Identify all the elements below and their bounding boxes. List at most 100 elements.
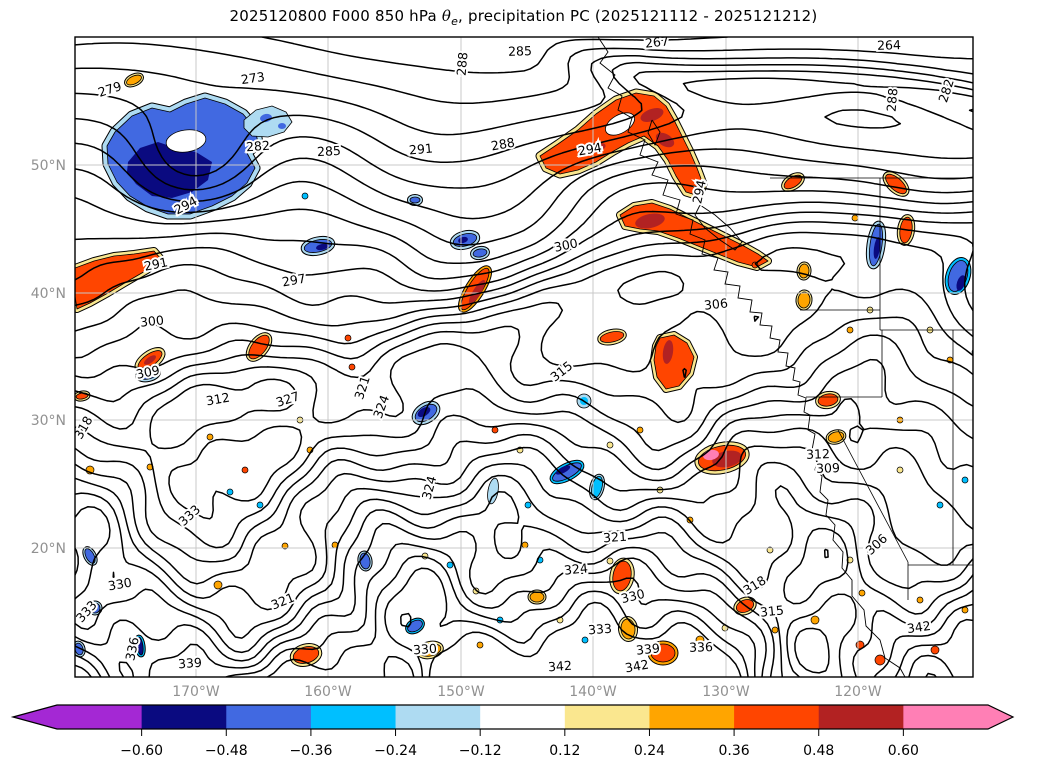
lat-tick-label: 30°N <box>31 413 66 429</box>
contour-level-309 <box>75 334 973 520</box>
shaded-patch <box>89 602 101 614</box>
shaded-dot <box>896 466 904 474</box>
lon-tick-label: 170°W <box>172 684 220 700</box>
shaded-dot <box>446 561 454 569</box>
contour-level-330 <box>75 491 973 677</box>
colorbar-segment <box>141 705 227 729</box>
contour-level-312 <box>75 358 973 549</box>
contour-label: 339 <box>635 640 660 657</box>
contour-label: 279 <box>96 78 123 100</box>
shaded-patch <box>873 237 881 259</box>
shaded-dot <box>581 636 589 644</box>
title-theta-sub: e <box>451 15 459 28</box>
contour-label: 321 <box>351 374 373 401</box>
colorbar-segment <box>649 705 735 729</box>
contour-label: 339 <box>178 655 203 672</box>
shaded-patch <box>468 279 486 305</box>
shaded-patch <box>472 248 488 258</box>
shaded-patch <box>539 92 704 197</box>
lon-tick-label: 130°W <box>702 684 750 700</box>
contour-level-273 <box>75 61 973 177</box>
contour-label: 282 <box>246 138 271 155</box>
shaded-patch <box>126 74 142 86</box>
lon-tick-label: 140°W <box>569 684 617 700</box>
contour-label: 330 <box>107 575 133 594</box>
state-border <box>837 429 909 563</box>
contour-label: 327 <box>274 388 301 410</box>
shaded-dot <box>846 326 854 334</box>
grid-lines <box>75 37 973 677</box>
shaded-patch <box>662 340 674 364</box>
colorbar-tick-label: −0.48 <box>205 743 248 759</box>
contour-level-288 <box>75 182 973 280</box>
shaded-dot <box>874 654 886 666</box>
shaded-patch <box>590 143 606 153</box>
shaded-patch <box>248 334 270 360</box>
contour-label: 312 <box>205 390 231 409</box>
shaded-patch <box>409 196 421 204</box>
contour-level-345 <box>400 601 742 677</box>
contour-level-285 <box>75 165 973 265</box>
shaded-patch <box>417 406 431 418</box>
colorbar-segment <box>226 705 312 729</box>
shaded-dot <box>213 580 223 590</box>
lon-tick-label: 150°W <box>437 684 485 700</box>
contour-label: 288 <box>883 87 900 112</box>
shaded-dot <box>524 501 532 509</box>
shaded-dot <box>256 501 264 509</box>
contour-label: 300 <box>139 312 164 329</box>
shaded-dot <box>771 626 779 634</box>
colorbar-segment <box>57 705 143 729</box>
shaded-patch <box>136 636 144 656</box>
shaded-patch <box>75 250 162 310</box>
colorbar-segment <box>903 705 989 729</box>
contour-level-336 <box>75 542 973 677</box>
colorbar-tick-label: 0.48 <box>803 743 834 759</box>
shaded-dot <box>521 541 529 549</box>
colorbar-segment <box>480 705 566 729</box>
contour-label: 282 <box>935 77 957 104</box>
shaded-dot <box>206 433 214 441</box>
contour-label: 330 <box>413 641 438 658</box>
shaded-patch <box>640 108 664 122</box>
contour-level-303 <box>75 247 973 379</box>
colorbar-tick-label: −0.60 <box>120 743 163 759</box>
contour-level-339 <box>75 555 954 677</box>
shaded-patch <box>529 591 545 603</box>
shaded-dot <box>636 426 644 434</box>
contour-level-327 <box>75 474 973 677</box>
contour-label: 321 <box>269 590 297 613</box>
contour-label: 336 <box>122 636 142 663</box>
contour-level-324 <box>75 461 973 674</box>
contour-label: 324 <box>563 560 588 577</box>
colorbar-segment <box>564 705 650 729</box>
title-suffix: , precipitation PC (2025121112 - 2025121… <box>458 7 818 25</box>
shaded-patch <box>144 355 156 365</box>
shaded-dot <box>241 466 249 474</box>
map-interior: 279 273 282 285 291 288 288 285 267 264 288 282 294 2… <box>75 37 973 677</box>
shaded-dot <box>961 476 969 484</box>
contour-label: 285 <box>317 143 342 159</box>
coastline <box>647 119 661 147</box>
contour-label: 288 <box>453 51 470 76</box>
colorbar-tick-label: 0.60 <box>888 743 919 759</box>
lon-tick-label: 120°W <box>834 684 882 700</box>
contour-level-306 <box>75 316 973 424</box>
shaded-dot <box>916 596 924 604</box>
colorbar-tick-label: 0.36 <box>719 743 750 759</box>
colorbar: −0.60 −0.48 −0.36 −0.24 −0.12 0.12 0.24 0.36 0.4… <box>10 704 1015 759</box>
shaded-dot <box>936 501 944 509</box>
lat-tick-label: 40°N <box>31 286 66 302</box>
shaded-patch <box>418 643 442 657</box>
contour-label: 306 <box>862 531 890 558</box>
coastline <box>694 204 743 251</box>
shaded-patch <box>956 275 966 291</box>
contour-level-321 <box>75 445 973 611</box>
shaded-patches <box>75 72 973 667</box>
contour-label: 291 <box>408 140 433 157</box>
contour-label: 312 <box>806 446 830 462</box>
contour-label: 300 <box>553 235 580 255</box>
lat-tick-label: 50°N <box>31 158 66 174</box>
contour-label: 264 <box>877 37 901 53</box>
contour-level-300 <box>75 231 973 359</box>
